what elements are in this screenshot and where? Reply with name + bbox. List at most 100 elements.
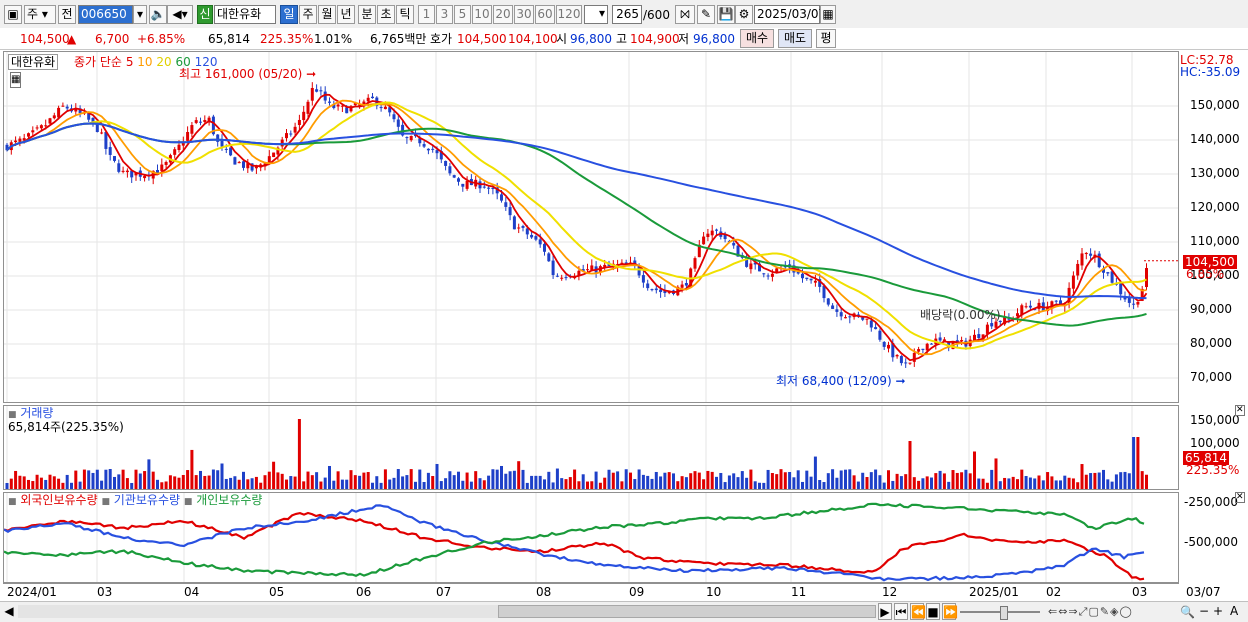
interval-20[interactable]: 20: [493, 5, 513, 24]
code-dropdown-icon[interactable]: ▾: [133, 5, 147, 24]
settings-gear-icon[interactable]: ⚙: [735, 5, 753, 24]
quote-label: 호가: [430, 32, 453, 46]
volume-bar: [1071, 478, 1075, 489]
count-input[interactable]: 265: [612, 5, 642, 24]
candle-body: [1054, 300, 1058, 302]
candle-body: [710, 230, 714, 236]
font-size-icon[interactable]: A: [1230, 604, 1239, 618]
volume-bar: [345, 479, 349, 489]
history-dropdown-icon[interactable]: ◀▾: [167, 5, 193, 24]
volume-chart[interactable]: [4, 406, 1178, 489]
stop-icon[interactable]: ■: [926, 603, 940, 620]
zoom-minus-icon[interactable]: −: [1199, 604, 1210, 618]
hc-label: HC:-35.09: [1180, 65, 1241, 79]
custom-interval-dropdown-icon[interactable]: ▾: [598, 6, 606, 20]
volume-bar: [586, 481, 589, 489]
count-max-label: /600: [643, 8, 670, 22]
stock-name-field[interactable]: 대한유화: [214, 5, 276, 24]
volume-bar: [676, 481, 680, 489]
zoom-slider-handle[interactable]: [1000, 606, 1008, 620]
tool-icons[interactable]: ⇐⇔⇒⤢▢✎◈◯: [1048, 605, 1133, 618]
mode-button[interactable]: 전: [58, 5, 76, 24]
volume-panel[interactable]: ■ 거래량 65,814주(225.35%): [3, 405, 1179, 490]
volume-bar: [762, 482, 766, 489]
interval-120[interactable]: 120: [556, 5, 582, 24]
candle-body: [409, 135, 413, 141]
chart-type-icon[interactable]: ⨝: [675, 5, 695, 24]
holdings-panel[interactable]: ■ 외국인보유수량 ■ 기관보유수량 ■ 개인보유수량: [3, 492, 1179, 583]
price-chart-panel[interactable]: 대한유화 ▦ 종가 단순 5 10 20 60 120 최고 161,000 (…: [3, 51, 1179, 403]
volume-bar: [654, 471, 658, 489]
volume-bar: [573, 469, 577, 489]
scroll-right-icon[interactable]: ▶: [878, 603, 892, 620]
volume-bar: [598, 482, 602, 489]
prev-page-icon[interactable]: ⏪: [910, 603, 926, 620]
scroll-thumb[interactable]: [498, 605, 876, 618]
custom-interval-input[interactable]: [584, 5, 608, 24]
interval-60[interactable]: 60: [535, 5, 555, 24]
interval-5[interactable]: 5: [454, 5, 471, 24]
candle-body: [276, 147, 280, 155]
interval-3[interactable]: 3: [436, 5, 453, 24]
first-page-icon[interactable]: ⏮: [894, 603, 908, 620]
volume-panel-close-icon[interactable]: ✕: [1235, 405, 1245, 416]
candle-body: [22, 138, 26, 141]
volume-bar: [758, 482, 761, 489]
period-minute[interactable]: 분: [358, 5, 376, 24]
volume-bar: [160, 482, 164, 489]
period-day[interactable]: 일: [280, 5, 298, 24]
calendar-icon[interactable]: ▦: [820, 5, 836, 24]
volume-bar: [766, 469, 770, 489]
speaker-icon[interactable]: 🔈: [149, 5, 167, 24]
volume-bar: [388, 479, 392, 489]
buy-button[interactable]: 매수: [740, 29, 774, 48]
candle-body: [1102, 268, 1105, 273]
period-tick[interactable]: 틱: [396, 5, 414, 24]
holdings-panel-close-icon[interactable]: ✕: [1235, 492, 1245, 503]
candle-body: [1089, 253, 1093, 256]
interval-10[interactable]: 10: [472, 5, 492, 24]
next-page-icon[interactable]: ⏩: [942, 603, 958, 620]
zoom-out-magnifier-icon[interactable]: 🔍: [1180, 605, 1195, 619]
period-year[interactable]: 년: [337, 5, 355, 24]
stock-code-input[interactable]: 006650: [78, 5, 133, 24]
institution-holdings-line: [4, 504, 1145, 582]
candle-body: [203, 120, 207, 122]
scroll-left-icon[interactable]: ◀: [4, 604, 14, 618]
candle-body: [48, 118, 52, 124]
candle-body: [977, 334, 981, 338]
volume-bar: [418, 469, 422, 489]
period-week[interactable]: 주: [299, 5, 317, 24]
volume-bar: [70, 482, 73, 489]
save-icon[interactable]: 💾: [717, 5, 735, 24]
volume-bar: [964, 469, 968, 489]
interval-30[interactable]: 30: [514, 5, 534, 24]
price-chart[interactable]: [4, 52, 1178, 402]
date-input[interactable]: 2025/03/07: [754, 5, 826, 24]
holdings-chart[interactable]: [4, 493, 1178, 582]
volume-bar: [702, 479, 706, 489]
volume-bar: [659, 476, 663, 489]
period-second[interactable]: 초: [377, 5, 395, 24]
eval-button[interactable]: 평: [816, 29, 836, 48]
volume-bar: [736, 477, 740, 489]
layout-icon[interactable]: ▣: [4, 5, 22, 24]
volume-bar: [396, 469, 400, 489]
period-month[interactable]: 월: [318, 5, 336, 24]
price-y-tick: 80,000: [1190, 336, 1232, 350]
volume-tick-100k: 100,000: [1190, 436, 1240, 450]
candle-body: [405, 137, 409, 139]
zoom-plus-icon[interactable]: +: [1213, 604, 1224, 618]
volume-bar: [792, 477, 796, 489]
volume-bar: [852, 475, 856, 489]
volume-bar: [1041, 480, 1045, 489]
draw-tool-icon[interactable]: ✎: [697, 5, 715, 24]
candle-body: [297, 119, 301, 125]
sell-button[interactable]: 매도: [778, 29, 812, 48]
scroll-track[interactable]: [18, 605, 498, 618]
candle-body: [715, 229, 718, 231]
volume-bar: [61, 482, 65, 489]
market-select[interactable]: 주 ▾: [24, 5, 56, 24]
interval-1[interactable]: 1: [418, 5, 435, 24]
candle-body: [693, 258, 697, 269]
